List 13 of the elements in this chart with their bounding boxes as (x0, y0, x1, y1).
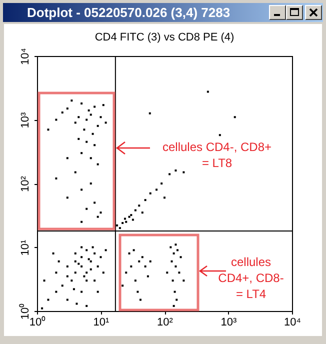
x-tick-label: 10³ (220, 316, 238, 328)
x-tick-label: 10² (157, 316, 174, 328)
y-tick-label: 10⁴ (20, 48, 32, 65)
annotation: cellules CD4+, CD8- = LT4 (218, 255, 284, 301)
x-tick-label: 10¹ (93, 316, 110, 328)
y-tick-label: 10² (20, 176, 32, 192)
y-tick-label: 10³ (20, 112, 32, 128)
annotation: cellules CD4-, CD8+ = LT8 (162, 140, 272, 170)
y-tick-label: 10¹ (20, 239, 32, 256)
chart-title: Dotplot - 05220570.026 (3,4) 7283 (27, 5, 230, 20)
x-tick-label: 10⁴ (284, 316, 302, 328)
x-tick-label: 10⁰ (29, 316, 46, 328)
chart-subtitle: CD4 FITC (3) vs CD8 PE (4) (94, 32, 234, 44)
